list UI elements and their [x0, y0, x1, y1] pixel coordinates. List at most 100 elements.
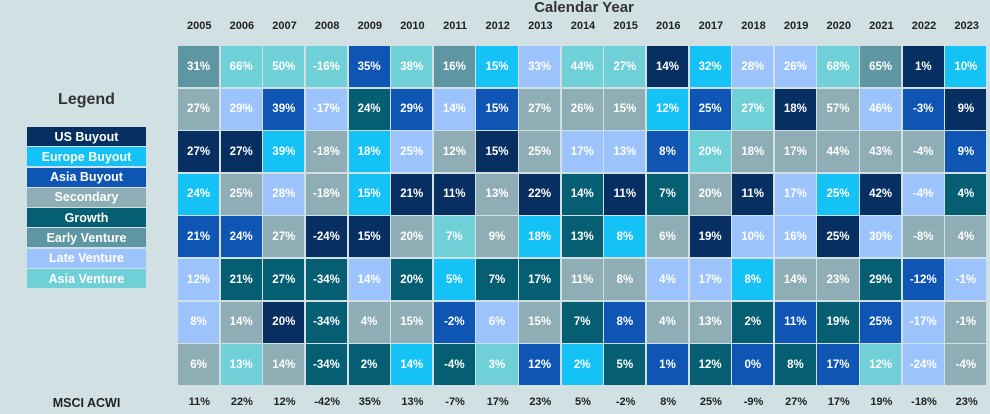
return-cell: 17% — [689, 259, 731, 301]
return-cell: 12% — [689, 344, 731, 386]
msci-value: 19% — [870, 396, 893, 408]
return-cell: -17% — [902, 301, 944, 343]
return-cell: 7% — [476, 259, 518, 301]
return-cell: 33% — [519, 46, 561, 88]
return-cell: -34% — [305, 259, 347, 301]
legend-item: Late Venture — [27, 248, 146, 268]
return-cell: -4% — [945, 344, 987, 386]
year-label: 2015 — [613, 20, 638, 32]
return-cell: -3% — [902, 88, 944, 130]
return-cell: 20% — [391, 259, 433, 301]
year-label: 2023 — [954, 20, 979, 32]
return-cell: 39% — [263, 131, 305, 173]
return-cell: 18% — [348, 131, 390, 173]
return-cell: 28% — [263, 173, 305, 215]
msci-value: -2% — [615, 396, 636, 408]
return-cell: 9% — [945, 131, 987, 173]
return-cell: 9% — [476, 216, 518, 258]
return-cell: 21% — [391, 173, 433, 215]
return-cell: 2% — [732, 301, 774, 343]
msci-value: 22% — [230, 396, 253, 408]
return-cell: 20% — [689, 131, 731, 173]
msci-value: -7% — [445, 396, 465, 408]
return-cell: 11% — [433, 173, 475, 215]
return-cell: 17% — [561, 131, 603, 173]
return-cell: 7% — [561, 301, 603, 343]
msci-value: 11% — [188, 396, 210, 408]
year-label: 2006 — [229, 20, 255, 32]
year-label: 2012 — [485, 20, 510, 32]
return-cell: 4% — [348, 301, 390, 343]
return-cell: 4% — [945, 173, 987, 215]
return-cell: -1% — [945, 259, 987, 301]
return-cell: 20% — [263, 301, 305, 343]
return-cell: -4% — [902, 173, 944, 215]
return-cell: -2% — [433, 301, 475, 343]
return-cell: -34% — [305, 301, 347, 343]
return-cell: 15% — [348, 173, 390, 215]
return-cell: 44% — [561, 46, 603, 88]
return-cell: 16% — [433, 46, 475, 88]
return-cell: 1% — [646, 344, 689, 386]
return-cell: 13% — [220, 344, 262, 386]
year-label: 2010 — [400, 20, 425, 32]
return-cell: 27% — [263, 259, 305, 301]
msci-label: MSCI ACWI — [52, 396, 121, 410]
return-cell: -18% — [305, 131, 347, 173]
return-cell: 2% — [348, 344, 390, 386]
legend-item: Early Venture — [27, 228, 146, 248]
return-cell: -17% — [305, 88, 347, 130]
return-cell: 27% — [519, 88, 561, 130]
return-cell: 32% — [689, 46, 731, 88]
return-cell: 24% — [220, 216, 262, 258]
return-cell: 25% — [817, 173, 859, 215]
return-cell: 29% — [220, 88, 262, 130]
return-cell: 24% — [348, 88, 390, 130]
return-cell: 15% — [391, 301, 433, 343]
return-cell: 6% — [476, 301, 518, 343]
return-cell: 13% — [476, 173, 518, 215]
return-cell: 13% — [689, 301, 731, 343]
return-cell: 2% — [561, 344, 603, 386]
msci-value: 23% — [955, 396, 978, 408]
return-cell: 11% — [561, 259, 603, 301]
return-cell: 14% — [646, 46, 689, 88]
return-cell: 27% — [732, 88, 774, 130]
year-label: 2018 — [741, 20, 766, 32]
return-cell: 3% — [476, 344, 518, 386]
return-cell: 35% — [348, 46, 390, 88]
return-cell: 8% — [604, 216, 646, 258]
msci-value: 8% — [660, 396, 677, 408]
return-cell: 26% — [561, 88, 603, 130]
legend-title: Legend — [58, 91, 115, 108]
return-cell: 7% — [433, 216, 475, 258]
msci-value: 25% — [699, 396, 722, 408]
return-cell: 22% — [519, 173, 561, 215]
return-cell: 14% — [263, 344, 305, 386]
return-cell: 28% — [732, 46, 774, 88]
year-label: 2011 — [443, 20, 467, 32]
return-cell: 14% — [561, 173, 603, 215]
return-cell: 15% — [348, 216, 390, 258]
return-cell: 15% — [476, 88, 518, 130]
return-cell: 21% — [220, 259, 262, 301]
return-cell: 17% — [519, 259, 561, 301]
return-cell: -1% — [945, 301, 987, 343]
return-cell: 13% — [604, 131, 646, 173]
return-cell: 31% — [178, 46, 220, 88]
return-cell: 13% — [561, 216, 603, 258]
return-cell: 17% — [817, 344, 859, 386]
return-cell: 4% — [945, 216, 987, 258]
msci-value: 12% — [273, 396, 296, 408]
return-cell: 5% — [604, 344, 646, 386]
return-cell: 25% — [519, 131, 561, 173]
return-cell: 30% — [860, 216, 902, 258]
msci-value: -9% — [743, 396, 764, 408]
year-label: 2013 — [528, 20, 553, 32]
year-label: 2019 — [783, 20, 809, 32]
return-cell: -18% — [305, 173, 347, 215]
return-cell: 24% — [178, 173, 220, 215]
return-cell: 15% — [476, 131, 518, 173]
return-cell: 15% — [604, 88, 646, 130]
legend-item: Europe Buyout — [27, 147, 146, 167]
